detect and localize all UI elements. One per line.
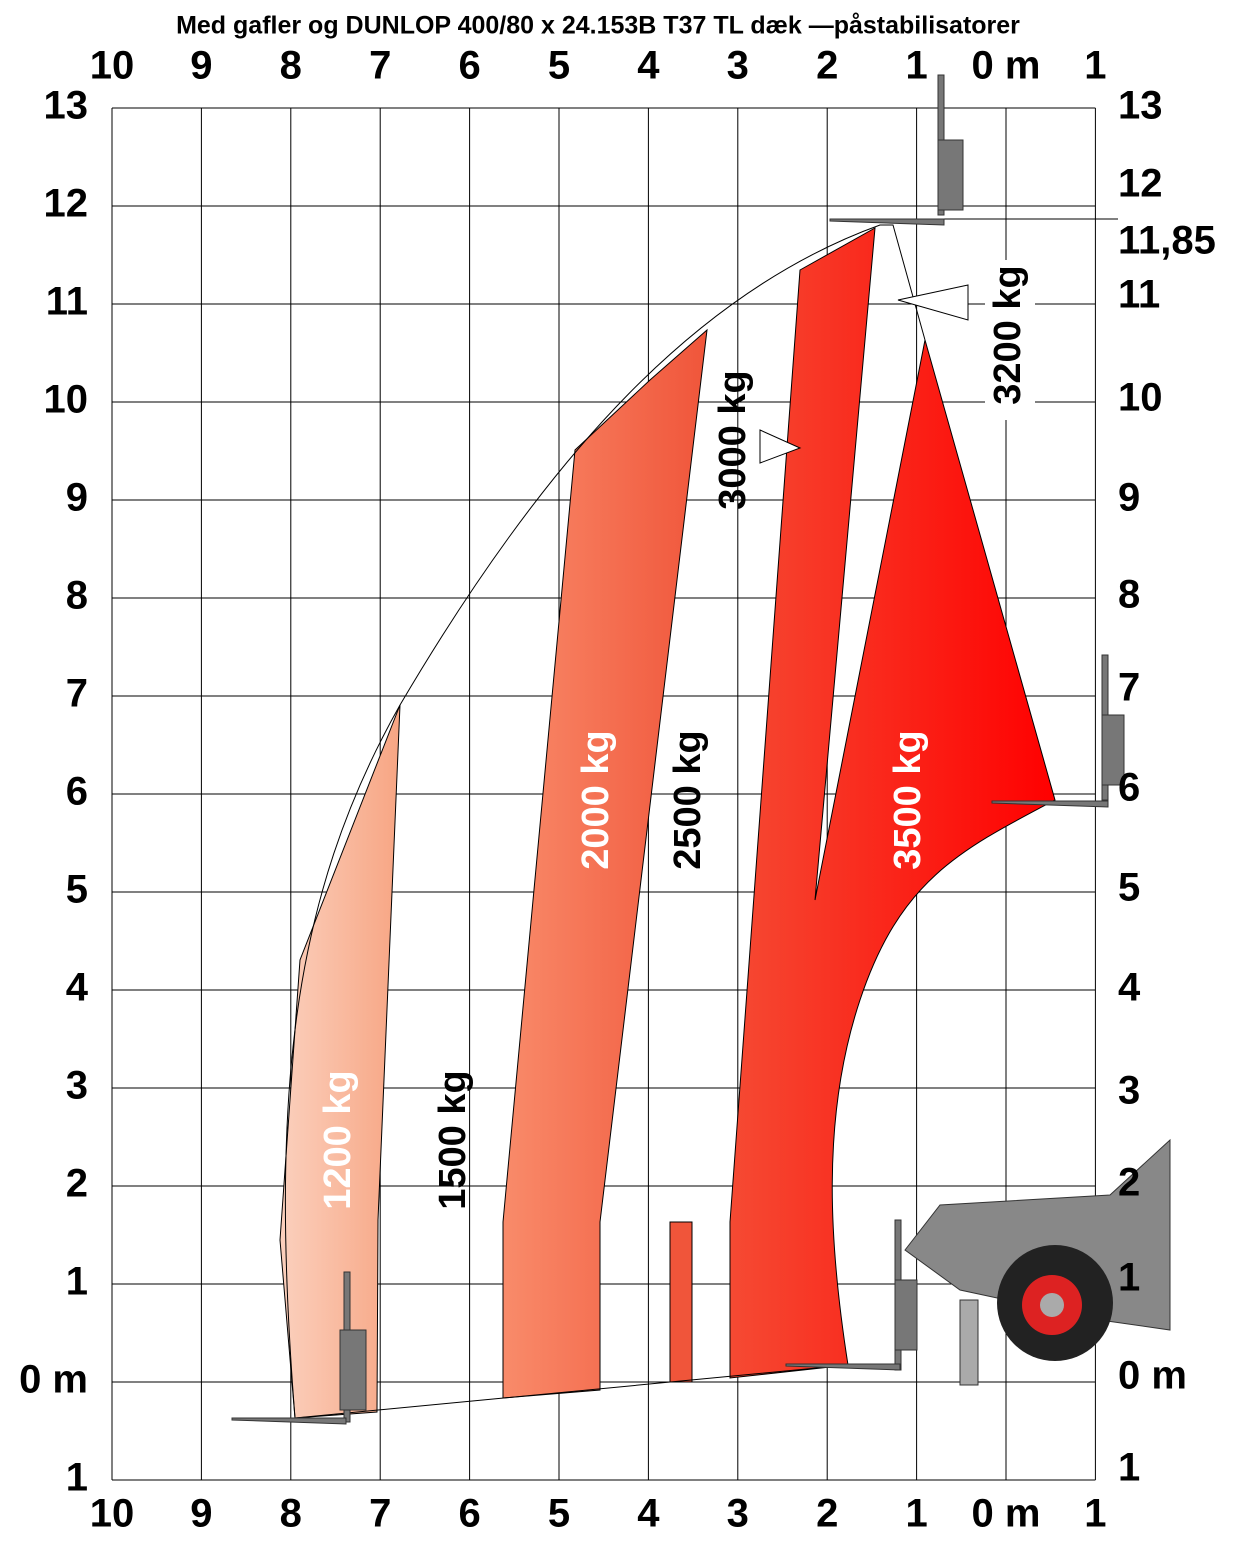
zone-label: 2500 kg [667,730,709,869]
zone-label: 2000 kg [575,730,617,869]
top-tick-label: 2 [816,44,838,88]
left-tick-label: 4 [66,966,89,1010]
top-tick-label: 7 [369,44,391,88]
right-tick-label: 5 [1118,866,1140,910]
top-tick-label: 8 [280,44,302,88]
right-tick-label: 1 [1118,1256,1140,1300]
zone-label: 3500 kg [887,730,929,869]
top-tick-label: 0 m [972,44,1041,88]
bottom-tick-label: 5 [548,1492,570,1536]
left-tick-label: 6 [66,770,88,814]
top-tick-label: 1 [905,44,927,88]
bottom-tick-label: 9 [190,1492,212,1536]
arrow [898,285,968,320]
left-tick-label: 10 [44,378,89,422]
load-chart: Med gafler og DUNLOP 400/80 x 24.153B T3… [0,0,1248,1541]
bottom-tick-label: 1 [905,1492,927,1536]
right-tick-label: 13 [1118,84,1163,128]
top-tick-label: 10 [90,44,135,88]
bottom-tick-label: 3 [727,1492,749,1536]
right-tick-label: 11,85 [1118,219,1216,263]
title: Med gafler og DUNLOP 400/80 x 24.153B T3… [176,12,1020,40]
right-tick-label: 0 m [1118,1354,1187,1398]
left-tick-label: 0 m [19,1358,88,1402]
right-tick-label: 6 [1118,766,1140,810]
left-tick-label: 7 [66,672,88,716]
bottom-tick-label: 8 [280,1492,302,1536]
right-tick-label: 10 [1118,376,1163,420]
zone-label: 3000 kg [712,370,754,509]
right-tick-label: 9 [1118,476,1140,520]
right-tick-label: 1 [1118,1446,1140,1490]
bottom-tick-label: 1 [1084,1492,1106,1536]
left-tick-label: 2 [66,1162,88,1206]
zone-strip [670,1222,692,1382]
left-tick-label: 5 [66,868,88,912]
right-tick-label: 4 [1118,966,1141,1010]
bottom-tick-label: 10 [90,1492,135,1536]
top-tick-label: 6 [458,44,480,88]
top-tick-label: 3 [727,44,749,88]
bottom-tick-label: 4 [637,1492,660,1536]
left-tick-label: 3 [66,1064,88,1108]
bottom-tick-label: 7 [369,1492,391,1536]
left-tick-label: 8 [66,574,88,618]
zone-label: 3200 kg [987,265,1029,404]
right-tick-label: 11 [1118,273,1160,317]
top-tick-label: 9 [190,44,212,88]
left-tick-label: 12 [44,182,89,226]
right-tick-label: 8 [1118,573,1140,617]
left-tick-label: 1 [66,1260,88,1304]
zone-label: 1200 kg [317,1070,359,1209]
left-tick-label: 9 [66,476,88,520]
bottom-tick-label: 0 m [972,1492,1041,1536]
right-tick-label: 12 [1118,162,1163,206]
bottom-tick-label: 2 [816,1492,838,1536]
top-tick-label: 1 [1084,44,1106,88]
zone-1200 [280,705,400,1418]
top-tick-label: 4 [637,44,660,88]
right-tick-label: 2 [1118,1161,1140,1205]
zone-label: 1500 kg [432,1070,474,1209]
right-tick-label: 7 [1118,666,1140,710]
right-tick-label: 3 [1118,1069,1140,1113]
left-tick-label: 1 [66,1456,88,1500]
left-tick-label: 13 [44,84,89,128]
bottom-tick-label: 6 [458,1492,480,1536]
top-tick-label: 5 [548,44,570,88]
left-tick-label: 11 [46,280,88,324]
